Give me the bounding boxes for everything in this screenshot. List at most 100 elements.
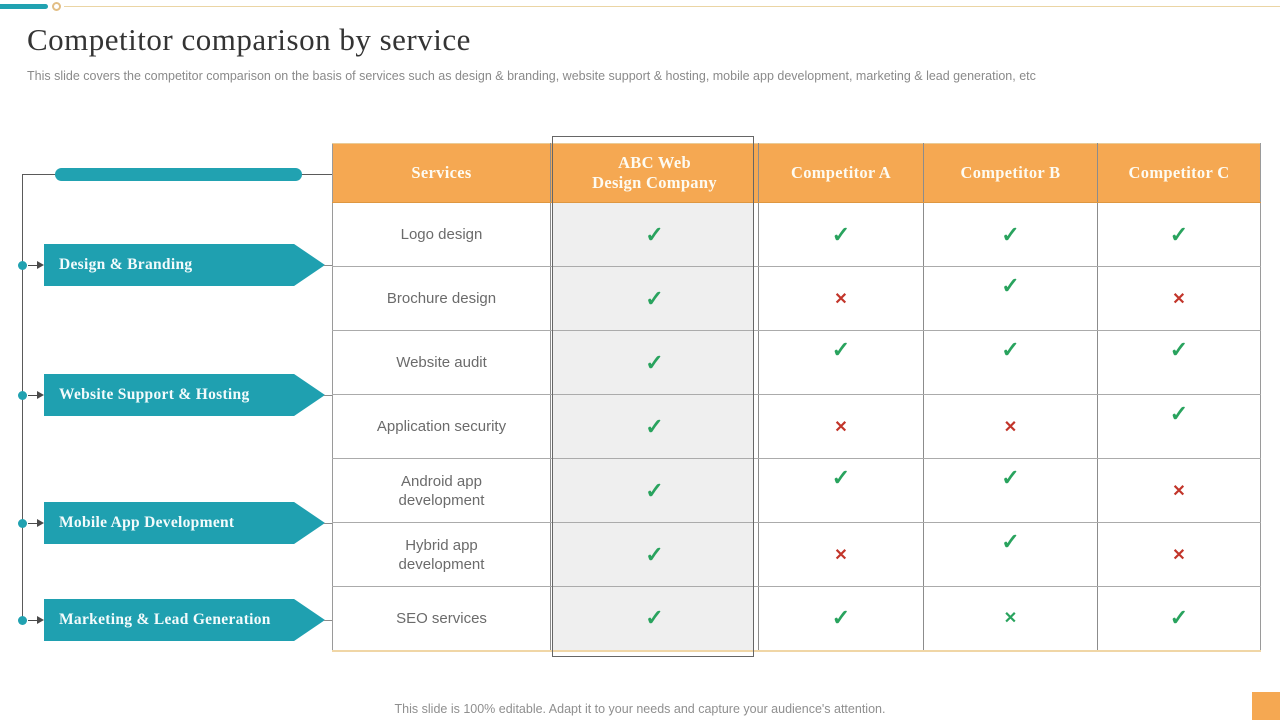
mark-cell: ✓ — [550, 330, 759, 395]
category-label-mobile-app: Mobile App Development — [44, 502, 325, 544]
check-icon: ✓ — [1169, 400, 1189, 426]
connector-dot-icon — [18, 391, 27, 400]
mark-cell: ✕ — [923, 586, 1098, 651]
check-icon: ✓ — [831, 464, 851, 490]
service-name-cell: Android app development — [332, 458, 551, 523]
column-header-competitor-b: Competitor B — [923, 143, 1098, 203]
table-row: Logo design ✓ ✓ ✓ ✓ — [332, 202, 1261, 267]
arrow-right-icon — [37, 391, 44, 399]
check-icon: ✓ — [645, 285, 664, 311]
mark-cell: ✓ — [758, 330, 924, 395]
arrow-right-icon — [37, 261, 44, 269]
table-row: Android app development ✓ ✓ ✓ ✕ — [332, 458, 1261, 523]
mark-cell: ✕ — [758, 522, 924, 587]
check-icon: ✓ — [1169, 221, 1189, 247]
check-icon: ✓ — [645, 221, 664, 247]
service-name-cell: Brochure design — [332, 266, 551, 331]
check-icon: ✓ — [1001, 221, 1020, 247]
mark-cell: ✓ — [1098, 587, 1261, 651]
category-tail-line — [324, 620, 333, 621]
table-row: Application security ✓ ✕ ✕ ✓ — [332, 394, 1261, 459]
service-name-cell: Hybrid app development — [332, 522, 551, 587]
cross-icon: ✕ — [1172, 482, 1186, 500]
check-icon: ✓ — [645, 541, 664, 567]
cross-icon: ✕ — [834, 418, 848, 436]
arrow-line — [28, 523, 38, 524]
mark-cell: ✓ — [550, 266, 759, 331]
service-name-cell: Website audit — [332, 330, 551, 395]
footer-note: This slide is 100% editable. Adapt it to… — [394, 702, 886, 716]
mark-cell: ✓ — [1097, 394, 1261, 459]
top-accent-bar — [0, 4, 48, 9]
check-icon: ✓ — [645, 413, 664, 439]
arrow-line — [28, 620, 38, 621]
mark-cell: ✓ — [758, 586, 924, 651]
top-accent-circle-icon — [52, 2, 61, 11]
mark-cell: ✓ — [923, 330, 1098, 395]
mark-cell: ✓ — [923, 458, 1098, 523]
column-header-abc-company: ABC Web Design Company — [550, 143, 759, 203]
check-icon: ✓ — [645, 349, 664, 375]
table-row: Website audit ✓ ✓ ✓ ✓ — [332, 330, 1261, 395]
check-icon: ✓ — [1001, 272, 1020, 298]
mark-cell: ✕ — [1097, 458, 1261, 523]
mark-cell: ✓ — [758, 202, 924, 267]
mark-cell: ✓ — [550, 202, 759, 267]
cross-icon: ✕ — [834, 290, 848, 308]
cross-icon: ✕ — [1172, 290, 1186, 308]
check-icon: ✓ — [831, 336, 851, 362]
check-icon: ✓ — [1169, 605, 1189, 631]
arrow-right-icon — [37, 616, 44, 624]
check-icon: ✓ — [1001, 464, 1020, 490]
category-tail-line — [324, 395, 333, 396]
mark-cell: ✕ — [923, 394, 1098, 459]
mark-cell: ✕ — [1097, 266, 1261, 331]
mark-cell: ✓ — [550, 586, 759, 651]
page-subtitle: This slide covers the competitor compari… — [27, 69, 1036, 83]
check-icon: ✓ — [1001, 528, 1020, 554]
column-header-competitor-c: Competitor C — [1097, 143, 1261, 203]
check-icon: ✓ — [645, 605, 664, 631]
top-accent-line — [64, 6, 1280, 7]
check-icon: ✓ — [831, 221, 851, 247]
category-tail-line — [324, 265, 333, 266]
category-tail-line — [324, 523, 333, 524]
mark-cell: ✕ — [758, 394, 924, 459]
corner-accent-square — [1252, 692, 1280, 720]
comparison-table: Services ABC Web Design Company Competit… — [332, 143, 1261, 652]
check-icon: ✓ — [831, 605, 851, 631]
page-title: Competitor comparison by service — [27, 22, 471, 57]
mark-cell: ✓ — [923, 202, 1098, 267]
cross-icon: ✕ — [1003, 418, 1018, 436]
arrow-right-icon — [37, 519, 44, 527]
mark-cell: ✓ — [550, 458, 759, 523]
arrow-line — [28, 395, 38, 396]
mark-cell: ✓ — [550, 522, 759, 587]
connector-dot-icon — [18, 519, 27, 528]
service-name-cell: SEO services — [332, 586, 551, 651]
column-header-competitor-a: Competitor A — [758, 143, 924, 203]
check-icon: ✓ — [645, 477, 664, 503]
cross-icon: ✕ — [834, 546, 848, 564]
connector-dot-icon — [18, 616, 27, 625]
cross-icon: ✕ — [1172, 546, 1186, 564]
teal-capsule-bar — [55, 168, 302, 181]
category-label-website-support: Website Support & Hosting — [44, 374, 325, 416]
category-label-design-branding: Design & Branding — [44, 244, 325, 286]
arrow-line — [28, 265, 38, 266]
service-name-cell: Logo design — [332, 202, 551, 267]
column-header-services: Services — [332, 143, 551, 203]
table-row: Hybrid app development ✓ ✕ ✓ ✕ — [332, 522, 1261, 587]
table-header-row: Services ABC Web Design Company Competit… — [332, 143, 1261, 203]
mark-cell: ✕ — [758, 266, 924, 331]
connector-dot-icon — [18, 261, 27, 270]
cross-icon: ✕ — [1003, 610, 1018, 628]
category-label-marketing-lead: Marketing & Lead Generation — [44, 599, 325, 641]
mark-cell: ✓ — [1097, 330, 1261, 395]
mark-cell: ✓ — [923, 522, 1098, 587]
check-icon: ✓ — [1169, 336, 1189, 362]
mark-cell: ✓ — [758, 458, 924, 523]
table-row: SEO services ✓ ✓ ✕ ✓ — [332, 586, 1261, 651]
highlight-column-outline — [552, 136, 754, 657]
